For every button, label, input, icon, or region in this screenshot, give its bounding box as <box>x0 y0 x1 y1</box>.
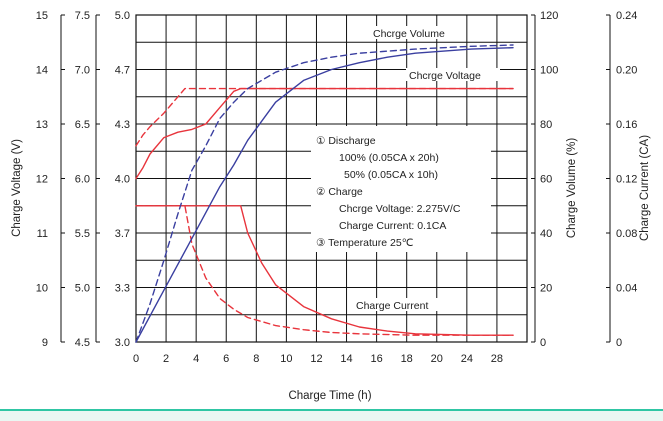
legend-line-100pct: 100% (0.05CA x 20h) <box>339 152 439 164</box>
current-label: Charge Current <box>356 300 428 312</box>
right-axis-tick-label: 40 <box>540 228 552 240</box>
legend-line-charge: ② Charge <box>316 186 363 198</box>
voltage-label: Chcrge Voltage <box>409 70 481 82</box>
series-voltage-dashed <box>135 87 514 147</box>
left-axis-tick-label: 5.0 <box>115 10 130 22</box>
left-axis-tick-label: 7.0 <box>75 65 90 77</box>
x-axis-tick-label: 10 <box>280 353 292 365</box>
x-axis-tick-label: 16 <box>370 353 382 365</box>
legend-line-50pct: 50% (0.05CA x 10h) <box>344 169 438 181</box>
right-axis-tick-label: 20 <box>540 283 552 295</box>
left-axis-tick-label: 9 <box>42 337 48 349</box>
right-axis-tick-label: 60 <box>540 174 552 186</box>
volume-label-bg <box>370 26 462 39</box>
current-label-bg <box>352 298 447 311</box>
right-axis-tick-label: 120 <box>540 10 558 22</box>
right-axis-tick-label: 0.04 <box>616 283 637 295</box>
series-current-dashed <box>135 205 514 336</box>
series-voltage-solid <box>135 87 514 180</box>
x-axis-tick-label: 2 <box>163 353 169 365</box>
y-axis-title-volume: Charge Volume (%) <box>566 138 578 239</box>
x-axis-tick-label: 6 <box>223 353 229 365</box>
left-axis-tick-label: 10 <box>36 283 48 295</box>
left-axis-tick-label: 4.5 <box>75 337 90 349</box>
x-axis-tick-label: 0 <box>133 353 139 365</box>
x-axis-tick-label: 12 <box>310 353 322 365</box>
left-axis-tick-label: 6.0 <box>75 174 90 186</box>
series-current-solid <box>135 205 514 336</box>
right-axis-tick-label: 0 <box>540 337 546 349</box>
left-axis-tick-label: 7.5 <box>75 10 90 22</box>
right-axis-tick-label: 0.08 <box>616 228 637 240</box>
right-axis-tick-label: 100 <box>540 65 558 77</box>
right-axis-tick-label: 0.16 <box>616 119 637 131</box>
x-axis-tick-label: 4 <box>193 353 199 365</box>
left-axis-tick-label: 6.5 <box>75 119 90 131</box>
left-axis-tick-label: 3.0 <box>115 337 130 349</box>
legend-line-charge-voltage: Chcrge Voltage: 2.275V/C <box>339 203 461 215</box>
left-axis-tick-label: 13 <box>36 119 48 131</box>
left-axis-tick-label: 14 <box>36 65 48 77</box>
series-volume-solid <box>135 47 514 343</box>
right-axis-tick-label: 0.20 <box>616 65 637 77</box>
right-axis-tick-label: 0.12 <box>616 174 637 186</box>
right-axis-tick-label: 0.24 <box>616 10 637 22</box>
left-axis-tick-label: 4.3 <box>115 119 130 131</box>
left-axis-tick-label: 12 <box>36 174 48 186</box>
charge-characteristics-chart: 15 14 13 12 11 10 9 7.5 7.0 6.5 6.0 5.5 5.0 4.5 5.0 4.7… <box>11 10 651 402</box>
x-axis-tick-label: 20 <box>431 353 443 365</box>
right-axis-tick-label: 0 <box>616 337 622 349</box>
x-axis-tick-label: 14 <box>340 353 352 365</box>
left-axis-tick-label: 4.0 <box>115 174 130 186</box>
axes: 15 14 13 12 11 10 9 7.5 7.0 6.5 6.0 5.5 5.0 4.5 5.0 4.7… <box>36 10 638 365</box>
x-axis-tick-label: 24 <box>461 353 473 365</box>
x-axis-tick-label: 8 <box>253 353 259 365</box>
left-axis-tick-label: 4.7 <box>115 65 130 77</box>
left-axis-tick-label: 15 <box>36 10 48 22</box>
series-lines <box>135 44 514 343</box>
legend-box <box>311 126 491 252</box>
x-axis-tick-label: 28 <box>491 353 503 365</box>
volume-label: Chcrge Volume <box>373 28 445 40</box>
left-axis-tick-label: 3.3 <box>115 283 130 295</box>
left-axis-tick-label: 3.7 <box>115 228 130 240</box>
voltage-label-bg <box>406 68 500 81</box>
bottom-divider-bar <box>0 409 663 421</box>
x-axis-title: Charge Time (h) <box>288 390 371 402</box>
legend-line-discharge: ① Discharge <box>316 135 376 147</box>
legend-line-charge-current: Charge Current: 0.1CA <box>339 220 446 232</box>
y-axis-title-current: Charge Current (CA) <box>639 135 651 241</box>
right-axis-tick-label: 80 <box>540 119 552 131</box>
left-axis-tick-label: 5.0 <box>75 283 90 295</box>
left-axis-tick-label: 5.5 <box>75 228 90 240</box>
y-axis-title-voltage: Charge Voltage (V) <box>11 139 23 237</box>
left-axis-tick-label: 11 <box>37 228 48 240</box>
series-volume-dashed <box>135 44 514 343</box>
x-axis-tick-label: 18 <box>401 353 413 365</box>
legend-line-temperature: ③ Temperature 25℃ <box>316 237 414 249</box>
